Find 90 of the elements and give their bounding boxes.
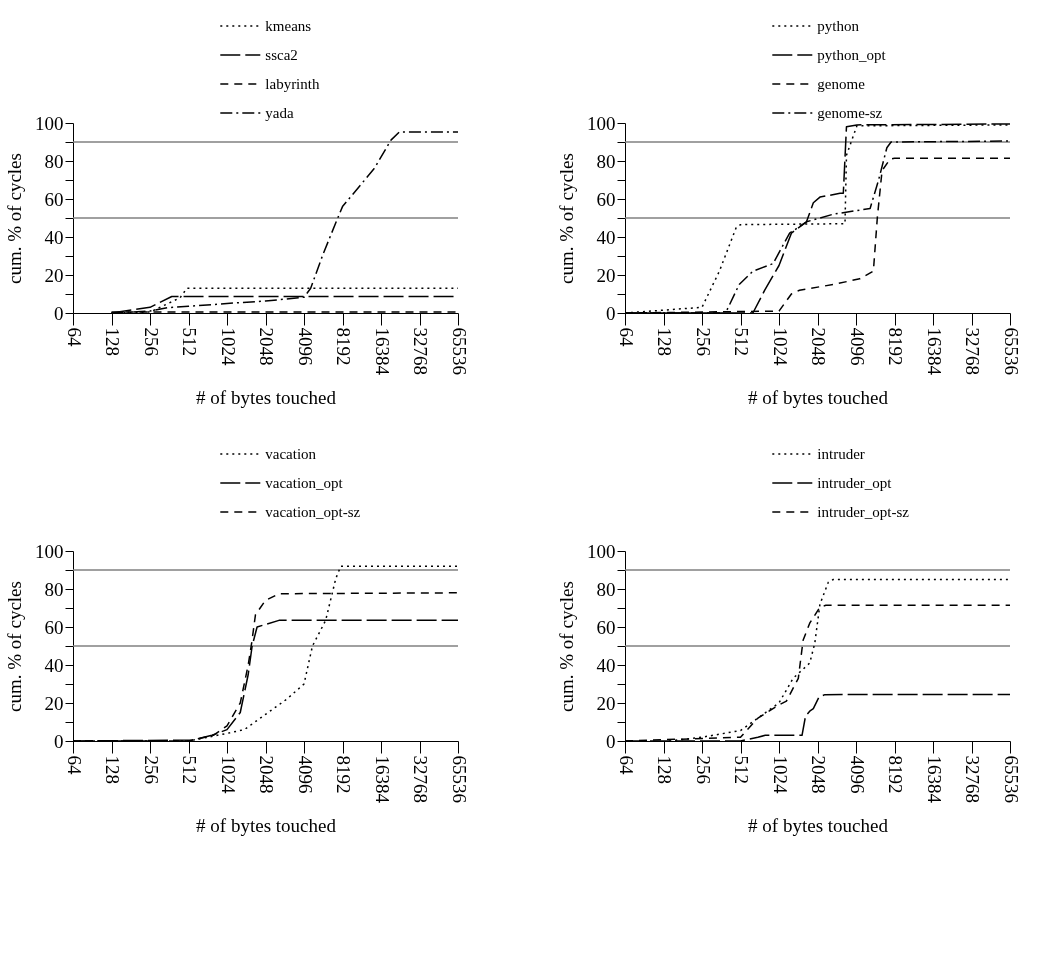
legend-label: genome-sz bbox=[817, 105, 883, 121]
legend-label: yada bbox=[265, 105, 294, 121]
y-tick-label: 0 bbox=[54, 302, 64, 324]
y-tick-label: 0 bbox=[606, 302, 616, 324]
y-tick-label: 40 bbox=[596, 226, 616, 248]
x-tick-label: 8192 bbox=[885, 327, 906, 366]
x-tick-label: 256 bbox=[692, 327, 714, 356]
x-tick-label: 256 bbox=[140, 327, 162, 356]
y-tick-label: 40 bbox=[596, 654, 616, 676]
x-tick-label: 64 bbox=[63, 755, 85, 775]
x-tick-label: 2048 bbox=[808, 327, 829, 366]
x-axis-title: # of bytes touched bbox=[196, 815, 337, 836]
x-tick-label: 128 bbox=[102, 327, 123, 356]
x-tick-label: 512 bbox=[179, 327, 200, 356]
x-tick-label: 4096 bbox=[846, 327, 868, 366]
legend-label: vacation bbox=[265, 446, 317, 462]
y-tick-label: 100 bbox=[587, 112, 616, 134]
x-tick-label: 65536 bbox=[1000, 755, 1022, 803]
legend-label: vacation_opt bbox=[265, 475, 344, 491]
x-tick-label: 1024 bbox=[217, 755, 239, 794]
x-tick-label: 4096 bbox=[294, 755, 316, 794]
legend-label: genome bbox=[817, 76, 866, 92]
x-axis-title: # of bytes touched bbox=[196, 387, 337, 408]
legend-label: ssca2 bbox=[265, 47, 298, 63]
x-tick-label: 128 bbox=[654, 755, 675, 784]
x-tick-label: 64 bbox=[615, 755, 637, 775]
y-tick-label: 80 bbox=[44, 150, 64, 172]
x-tick-label: 1024 bbox=[769, 755, 791, 794]
x-tick-label: 8192 bbox=[333, 327, 354, 366]
x-tick-label: 65536 bbox=[1000, 327, 1022, 375]
x-tick-label: 512 bbox=[731, 755, 752, 784]
x-tick-label: 256 bbox=[140, 755, 162, 784]
legend-label: python_opt bbox=[817, 47, 887, 63]
y-tick-label: 40 bbox=[44, 226, 64, 248]
x-tick-label: 16384 bbox=[371, 755, 393, 804]
legend-label: intruder bbox=[817, 446, 865, 462]
y-tick-label: 100 bbox=[587, 540, 616, 562]
x-tick-label: 1024 bbox=[769, 327, 791, 366]
y-tick-label: 60 bbox=[44, 616, 64, 638]
x-tick-label: 512 bbox=[731, 327, 752, 356]
x-tick-label: 16384 bbox=[371, 327, 393, 376]
x-tick-label: 256 bbox=[692, 755, 714, 784]
y-axis-title: cum. % of cycles bbox=[4, 153, 25, 284]
x-axis-title: # of bytes touched bbox=[748, 387, 889, 408]
x-tick-label: 1024 bbox=[217, 327, 239, 366]
x-tick-label: 65536 bbox=[448, 327, 470, 375]
legend-label: vacation_opt-sz bbox=[265, 504, 361, 520]
y-tick-label: 20 bbox=[596, 264, 616, 286]
y-tick-label: 20 bbox=[596, 692, 616, 714]
y-tick-label: 100 bbox=[35, 112, 64, 134]
x-tick-label: 512 bbox=[179, 755, 200, 784]
x-tick-label: 32768 bbox=[962, 327, 983, 375]
y-axis-title: cum. % of cycles bbox=[556, 581, 577, 712]
y-tick-label: 80 bbox=[44, 578, 64, 600]
y-tick-label: 80 bbox=[596, 578, 616, 600]
x-tick-label: 8192 bbox=[333, 755, 354, 794]
x-tick-label: 128 bbox=[102, 755, 123, 784]
y-tick-label: 60 bbox=[596, 616, 616, 638]
x-tick-label: 2048 bbox=[256, 755, 277, 794]
y-tick-label: 0 bbox=[54, 730, 64, 752]
x-tick-label: 2048 bbox=[808, 755, 829, 794]
x-tick-label: 16384 bbox=[923, 755, 945, 804]
x-tick-label: 4096 bbox=[846, 755, 868, 794]
x-tick-label: 32768 bbox=[410, 755, 431, 803]
x-tick-label: 4096 bbox=[294, 327, 316, 366]
x-tick-label: 65536 bbox=[448, 755, 470, 803]
y-tick-label: 0 bbox=[606, 730, 616, 752]
x-tick-label: 8192 bbox=[885, 755, 906, 794]
y-tick-label: 20 bbox=[44, 264, 64, 286]
x-tick-label: 32768 bbox=[410, 327, 431, 375]
legend-label: python bbox=[817, 18, 860, 34]
y-tick-label: 60 bbox=[596, 188, 616, 210]
x-tick-label: 2048 bbox=[256, 327, 277, 366]
legend-label: intruder_opt bbox=[817, 475, 893, 491]
x-tick-label: 64 bbox=[63, 327, 85, 347]
y-tick-label: 60 bbox=[44, 188, 64, 210]
y-tick-label: 100 bbox=[35, 540, 64, 562]
x-axis-title: # of bytes touched bbox=[748, 815, 889, 836]
x-tick-label: 128 bbox=[654, 327, 675, 356]
legend-label: intruder_opt-sz bbox=[817, 504, 910, 520]
x-tick-label: 16384 bbox=[923, 327, 945, 376]
y-tick-label: 40 bbox=[44, 654, 64, 676]
y-tick-label: 20 bbox=[44, 692, 64, 714]
y-tick-label: 80 bbox=[596, 150, 616, 172]
x-tick-label: 64 bbox=[615, 327, 637, 347]
legend-label: labyrinth bbox=[265, 76, 320, 92]
y-axis-title: cum. % of cycles bbox=[556, 153, 577, 284]
x-tick-label: 32768 bbox=[962, 755, 983, 803]
legend-label: kmeans bbox=[265, 18, 312, 34]
y-axis-title: cum. % of cycles bbox=[4, 581, 25, 712]
